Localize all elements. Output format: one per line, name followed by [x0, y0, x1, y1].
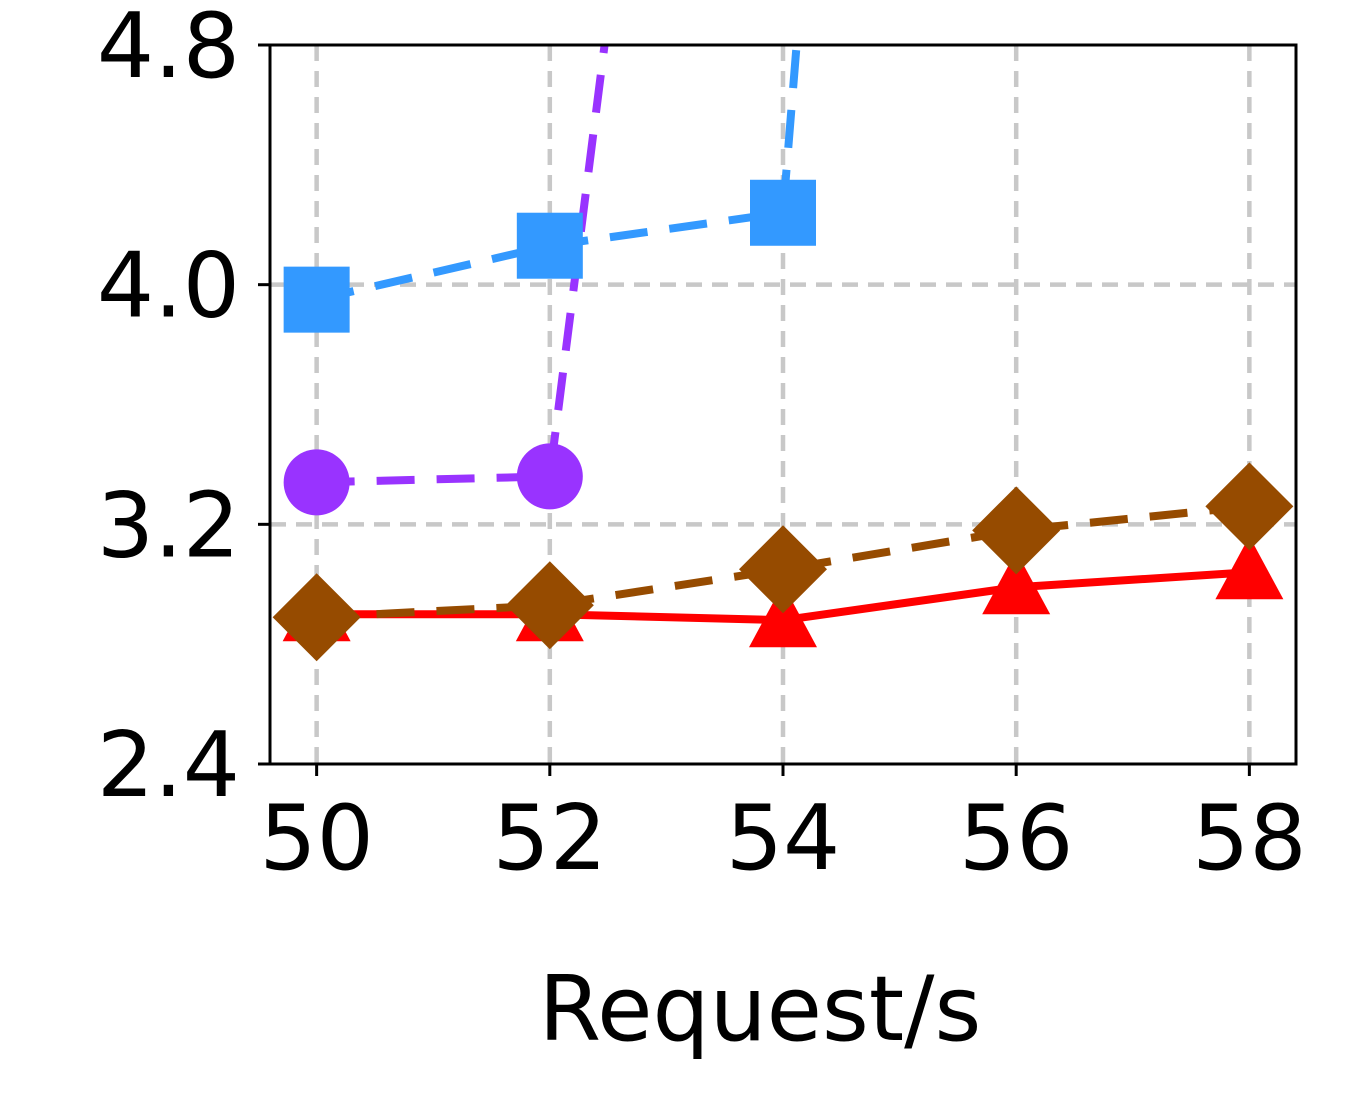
- y-tick-label: 2.4: [97, 713, 240, 818]
- diamond-marker: [972, 486, 1061, 575]
- grid-lines: [270, 45, 1296, 764]
- triangle-marker: [749, 584, 817, 648]
- circle-marker: [283, 449, 350, 516]
- x-tick-label: 56: [959, 786, 1074, 891]
- square-marker: [283, 266, 350, 333]
- triangle-marker: [982, 551, 1051, 615]
- y-tick-label: 4.0: [97, 234, 240, 339]
- diamond-marker: [739, 525, 827, 614]
- square-marker: [516, 212, 583, 279]
- x-axis-label: Request/s: [539, 957, 982, 1062]
- triangle-marker: [1215, 536, 1284, 600]
- diamond-marker: [505, 561, 594, 650]
- x-tick-label: 50: [259, 786, 374, 891]
- y-tick-label: 3.2: [97, 473, 240, 578]
- marker-layer: [272, 179, 1294, 662]
- circle-marker: [516, 443, 583, 510]
- x-tick-label: 54: [726, 786, 841, 891]
- x-tick-label: 58: [1192, 786, 1307, 891]
- series-line-diamond: [316, 502, 1250, 622]
- square-marker: [750, 179, 816, 246]
- axis-ticks: 50 52 54 56 58 2.4 3.2 4.0 4.8: [97, 0, 1307, 891]
- x-tick-label: 52: [493, 786, 608, 891]
- diamond-marker: [1205, 462, 1294, 551]
- series-line-square: [315, 45, 801, 304]
- diamond-marker: [272, 573, 361, 662]
- series-line-circle: [316, 45, 609, 487]
- y-tick-label: 4.8: [97, 0, 240, 99]
